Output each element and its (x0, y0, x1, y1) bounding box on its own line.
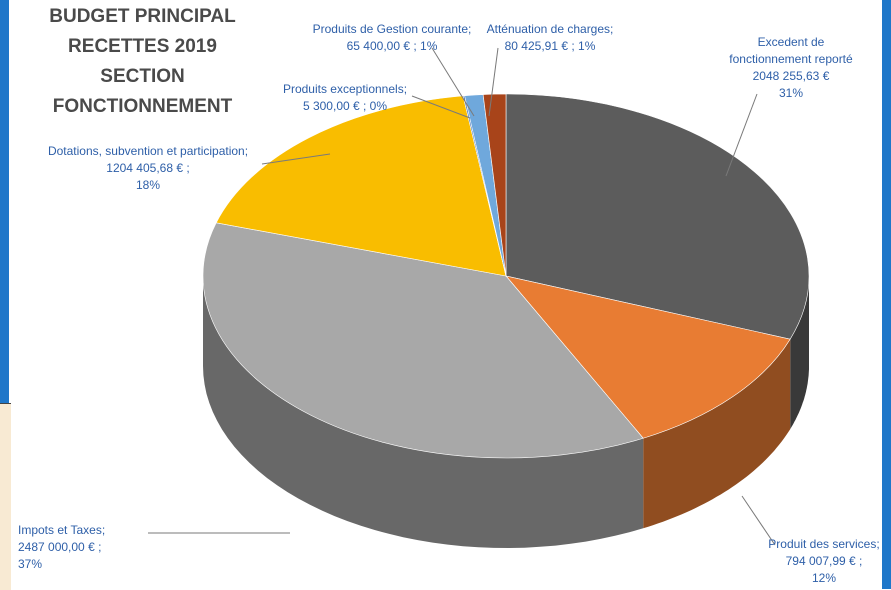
label-impots-taxes: Impots et Taxes; 2487 000,00 € ; 37% (18, 523, 106, 571)
pie-sides (203, 276, 809, 548)
label-dotations: Dotations, subvention et participation; … (47, 144, 249, 192)
leader-line-produits-gestion-courante (431, 47, 475, 117)
slice-dotations-subvention-et-participation (215, 95, 507, 277)
slice-impots-et-taxes (202, 222, 644, 459)
frame-left-edge (0, 0, 9, 589)
title-line-1: BUDGET PRINCIPAL (49, 6, 236, 27)
slice-side-impots-et-taxes (203, 276, 644, 548)
leader-line-excedent (725, 93, 758, 177)
slice-produit-des-services (505, 275, 791, 439)
leader-line-dotations (261, 153, 331, 165)
frame-right-edge (882, 0, 891, 589)
title-line-3: SECTION FONCTIONNEMENT (52, 66, 233, 117)
slice-excedent-de-fonctionnement-reporte (505, 93, 810, 340)
leader-lines (148, 47, 776, 546)
label-produits-gestion-courante: Produits de Gestion courante; 65 400,00 … (312, 22, 472, 53)
title-line-2: RECETTES 2019 (68, 36, 217, 57)
background-panel (0, 403, 11, 590)
label-produit-services: Produit des services; 794 007,99 € ; 12% (768, 537, 880, 585)
label-excedent: Excedent de fonctionnement reporté 2048 … (729, 35, 853, 100)
slice-side-produit-des-services (643, 339, 791, 529)
pie-slices (202, 93, 810, 459)
slice-side-excedent-de-fonctionnement-reporte (790, 276, 809, 430)
chart-title: BUDGET PRINCIPAL RECETTES 2019 SECTION F… (10, 2, 275, 122)
leader-line-produits-exceptionnels (411, 95, 471, 119)
label-attenuation-charges: Atténuation de charges; 80 425,91 € ; 1% (486, 22, 614, 53)
leader-line-produit-services (741, 495, 776, 546)
leader-line-attenuation-charges (488, 47, 499, 117)
label-produits-exceptionnels: Produits exceptionnels; 5 300,00 € ; 0% (282, 82, 408, 113)
slice-attenuation-de-charges (482, 93, 507, 277)
